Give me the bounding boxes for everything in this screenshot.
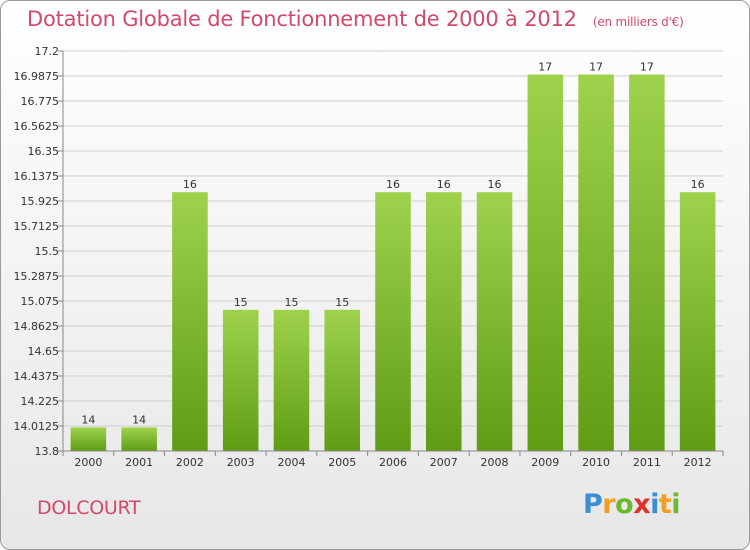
commune-name: DOLCOURT: [37, 497, 141, 519]
y-tick-label: 15.2875: [14, 270, 60, 283]
bar-value-label: 17: [589, 61, 603, 74]
bar: [679, 192, 716, 452]
y-axis: 13.8 14.0125 14.225 14.4375 14.65 14.8625 15.0…: [14, 45, 64, 458]
bar-labels: 14 14 16 15 15 15 16 16 16 17 17 17 16: [81, 61, 704, 427]
x-tick-label: 2010: [582, 456, 610, 469]
bar: [578, 74, 614, 451]
chart-unit-note: (en milliers d'€): [592, 15, 684, 29]
bar-value-label: 15: [284, 296, 298, 309]
logo-letter: i: [671, 489, 681, 520]
bar-value-label: 15: [335, 296, 349, 309]
y-tick-label: 16.1375: [14, 170, 60, 183]
bar: [172, 192, 208, 452]
y-tick-label: 15.925: [21, 195, 60, 208]
bar: [476, 192, 513, 452]
bar: [273, 309, 310, 451]
y-tick-label: 14.225: [21, 395, 60, 408]
x-tick-label: 2012: [684, 456, 712, 469]
y-tick-label: 14.65: [28, 345, 60, 358]
y-tick-label: 14.4375: [14, 370, 60, 383]
y-tick-label: 15.5: [35, 245, 60, 258]
y-tick-label: 14.8625: [14, 320, 60, 333]
bar-value-label: 17: [640, 61, 654, 74]
y-tick-label: 16.775: [21, 95, 60, 108]
x-tick-label: 2002: [176, 456, 204, 469]
x-tick-label: 2006: [379, 456, 407, 469]
y-tick-label: 15.075: [21, 295, 60, 308]
y-tick-label: 17.2: [35, 45, 60, 58]
x-tick-label: 2005: [328, 456, 356, 469]
y-tick-label: 16.9875: [14, 70, 60, 83]
proxiti-logo: Proxiti: [583, 489, 681, 520]
logo-letter: o: [615, 489, 634, 520]
bar-value-label: 16: [691, 178, 705, 191]
logo-letter: P: [583, 489, 603, 520]
y-tick-label: 16.5625: [14, 120, 60, 133]
x-tick-label: 2007: [430, 456, 458, 469]
logo-letter: t: [658, 489, 672, 520]
x-tick-label: 2011: [633, 456, 661, 469]
bar-value-label: 17: [538, 61, 552, 74]
logo-letter: i: [650, 489, 659, 520]
bar-value-label: 16: [437, 178, 451, 191]
logo-letter: r: [602, 489, 616, 520]
bar: [121, 427, 157, 451]
x-tick-label: 2009: [531, 456, 559, 469]
bar-value-label: 16: [183, 178, 197, 191]
x-tick-label: 2004: [277, 456, 305, 469]
bar: [426, 192, 462, 452]
bar-value-label: 16: [488, 178, 502, 191]
bar-value-label: 14: [132, 413, 146, 426]
bar: [629, 74, 665, 451]
chart-title-text: Dotation Globale de Fonctionnement de 20…: [27, 7, 577, 31]
logo-letter: x: [633, 489, 651, 520]
bar: [324, 309, 360, 451]
x-tick-label: 2008: [481, 456, 509, 469]
bar: [527, 74, 564, 451]
y-tick-label: 13.8: [35, 445, 60, 458]
x-axis: 2000 2001 2002 2003 2004 2005 2006 2007 2008 2009…: [62, 450, 724, 469]
bars: [70, 74, 716, 452]
bar-value-label: 14: [81, 413, 95, 426]
x-tick-label: 2003: [227, 456, 255, 469]
y-tick-label: 15.7125: [14, 220, 60, 233]
x-tick-label: 2001: [125, 456, 153, 469]
bar-value-label: 15: [234, 296, 248, 309]
bar: [222, 309, 259, 451]
chart-title: Dotation Globale de Fonctionnement de 20…: [27, 7, 684, 31]
bar: [70, 427, 107, 451]
y-tick-label: 16.35: [28, 145, 60, 158]
x-tick-label: 2000: [74, 456, 102, 469]
y-tick-label: 14.0125: [14, 420, 60, 433]
bar: [375, 192, 411, 452]
bar-value-label: 16: [386, 178, 400, 191]
